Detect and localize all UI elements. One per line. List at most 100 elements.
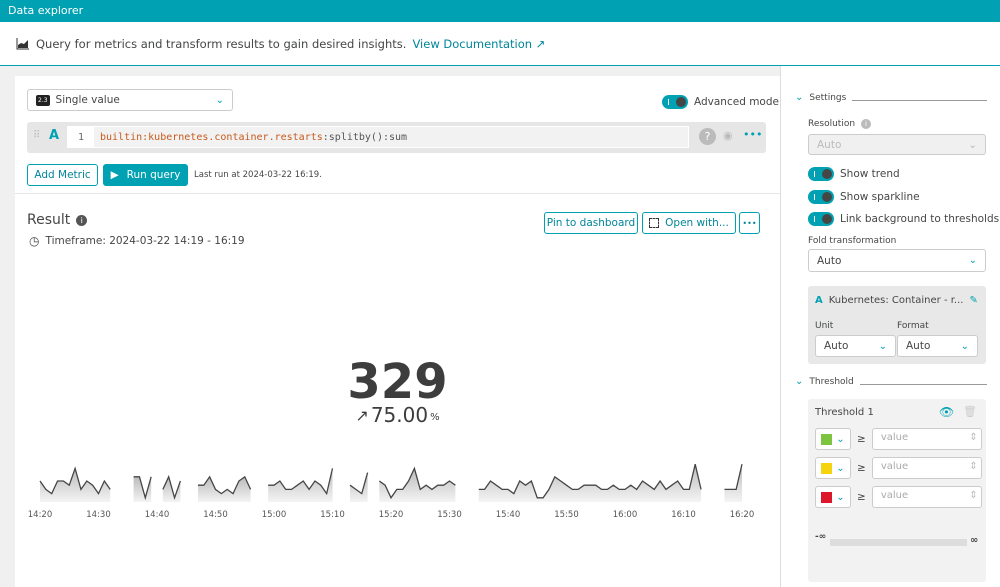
open-with-icon [649,218,660,228]
show-sparkline-toggle[interactable]: Show sparkline [808,190,920,204]
threshold-max-label: ∞ [970,535,979,546]
sparkline-line [197,475,252,495]
trend-unit: % [430,412,440,423]
query-editor-row: ⠿ A 1 builtin:kubernetes.container.resta… [27,122,766,153]
metric-letter: A [815,295,823,306]
sparkline-area [268,468,333,502]
trend-indicator: ↗ 75.00% [15,403,780,427]
fold-transformation-select[interactable]: Auto ⌄ [808,249,986,272]
line-number: 1 [68,127,94,147]
eye-icon[interactable]: ◉ [723,129,733,142]
x-tick-label: 14:40 [144,510,170,520]
metric-name: Kubernetes: Container - r... [828,295,964,306]
threshold-value-input[interactable]: value [871,428,982,450]
divider [15,193,780,194]
x-tick-label: 15:20 [378,510,404,520]
threshold-color-picker[interactable]: ⌄ [815,457,851,479]
sparkline-line [133,476,152,501]
unit-select[interactable]: Auto ⌄ [815,335,896,357]
single-value: 329 [347,354,448,410]
drag-handle-icon[interactable]: ⠿ [33,130,41,141]
sparkline-area [478,464,702,502]
threshold-color-picker[interactable]: ⌄ [815,486,851,508]
threshold-name: Threshold 1 [815,407,874,418]
settings-section-header[interactable]: ⌄ Settings [795,92,987,103]
result-heading: Result i [27,212,88,228]
more-icon[interactable]: ••• [743,128,763,141]
trend-up-icon: ↗ [355,405,369,425]
info-icon[interactable]: i [861,119,872,129]
timeframe: ◷ Timeframe: 2024-03-22 14:19 - 16:19 [29,234,245,248]
settings-panel: ⌄ Settings Resolution i Auto ⌄ Show trend S… [780,66,1000,587]
show-trend-toggle[interactable]: Show trend [808,167,900,181]
sparkline-line [349,472,369,495]
threshold-color-picker[interactable]: ⌄ [815,428,851,450]
gte-symbol: ≥ [857,433,866,445]
app-title: Data explorer [8,4,84,17]
sparkline-area [350,472,368,502]
area-chart-icon [16,37,29,49]
color-swatch [821,491,833,503]
play-icon: ▶ [110,169,119,181]
format-select[interactable]: Auto ⌄ [897,335,978,357]
sparkline-line [378,466,456,500]
gte-symbol: ≥ [857,491,866,503]
sparkline-area [724,464,742,502]
x-tick-label: 15:10 [320,510,345,520]
x-axis: 14:20 14:30 14:40 14:50 15:00 15:10 15:20 15:30… [15,510,780,524]
trash-icon[interactable]: 🗑 [963,405,977,418]
chevron-down-icon: ⌄ [795,92,804,103]
advanced-mode-label: Advanced mode [694,96,779,108]
query-letter: A [49,128,60,143]
description-text: Query for metrics and transform results … [36,36,407,51]
threshold-section-header[interactable]: ⌄ Threshold [795,376,987,387]
x-tick-label: 14:30 [86,510,111,520]
single-value-icon: 2.3 [36,94,50,106]
gte-symbol: ≥ [857,462,866,474]
threshold-min-label: -∞ [815,532,827,542]
chevron-down-icon: ⌄ [795,376,804,387]
x-tick-label: 14:20 [27,510,53,520]
query-input[interactable]: 1 builtin:kubernetes.container.restarts:… [67,126,689,148]
eye-icon[interactable]: 👁 [939,405,955,419]
advanced-mode-toggle[interactable]: Advanced mode [662,95,779,109]
page-description: Query for metrics and transform results … [0,22,1000,66]
view-documentation-link[interactable]: View Documentation ↗ [412,36,546,51]
help-icon[interactable]: ? [699,128,716,145]
metric-settings-card: A Kubernetes: Container - r... ✎ Unit Form… [808,286,986,364]
visualization-label: Single value [55,94,120,106]
app-title-bar: Data explorer [0,0,1000,22]
link-background-toggle[interactable]: Link background to thresholds [808,212,999,226]
threshold-value-input[interactable]: value [871,457,982,479]
timeframe-text: Timeframe: 2024-03-22 14:19 - 16:19 [45,235,245,247]
color-swatch [821,462,833,474]
result-more-button[interactable]: ••• [739,212,760,234]
sparkline-line [724,464,743,491]
info-icon[interactable]: i [76,214,88,226]
add-metric-button[interactable]: Add Metric [27,164,98,186]
threshold-title: Threshold [809,376,854,387]
x-tick-label: 15:50 [554,510,579,520]
resolution-label: Resolution i [808,119,872,129]
toggle-switch[interactable] [662,95,688,109]
visualization-select[interactable]: 2.3 Single value ⌄ [27,89,233,111]
sparkline-line [268,468,334,496]
format-label: Format [897,321,929,331]
open-with-button[interactable]: Open with... [642,212,736,234]
pencil-icon[interactable]: ✎ [969,295,978,306]
sparkline-area [379,468,456,502]
threshold-value-input[interactable]: value [871,486,982,508]
x-tick-label: 15:30 [437,510,462,520]
last-run-text: Last run at 2024-03-22 16:19. [194,170,322,180]
fold-transformation-label: Fold transformation [808,236,897,246]
main-panel: 2.3 Single value ⌄ Advanced mode ⠿ A 1 bu… [15,76,780,587]
chevron-down-icon: ⌄ [215,94,224,106]
x-tick-label: 15:40 [495,510,521,520]
run-query-button[interactable]: ▶ Run query [103,164,188,186]
resolution-select[interactable]: Auto ⌄ [808,134,986,155]
metric-transform: :splitby():sum [322,131,408,143]
sparkline-area [40,468,111,502]
trend-value: 75.00 [370,403,429,427]
settings-title: Settings [809,92,847,103]
pin-to-dashboard-button[interactable]: Pin to dashboard [544,212,638,234]
